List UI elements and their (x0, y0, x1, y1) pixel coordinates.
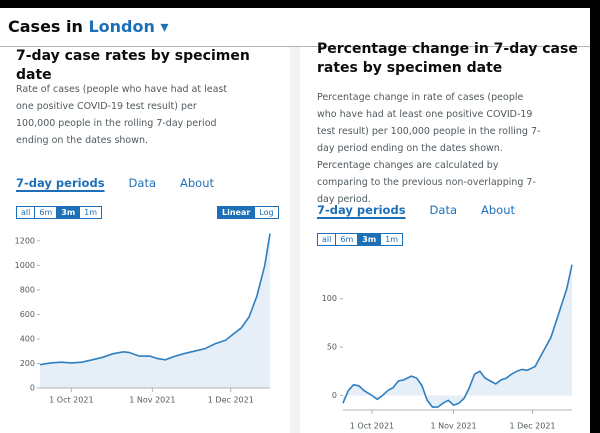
tab[interactable]: 7-day periods (317, 203, 406, 217)
y-tick-label: 0 (332, 391, 337, 400)
range-button[interactable]: 1m (79, 206, 103, 219)
card-description: Rate of cases (people who have had at le… (16, 84, 228, 146)
tabs: 7-day periods Data About (16, 176, 214, 190)
line (342, 264, 573, 408)
y-tick-label: 1000 (15, 261, 35, 270)
x-tick-label: 1 Oct 2021 (49, 396, 93, 405)
range-button[interactable]: 1m (380, 233, 404, 246)
tab[interactable]: 7-day periods (16, 176, 105, 190)
range-button[interactable]: 3m (357, 233, 382, 246)
y-tick-label: 1200 (15, 236, 35, 245)
x-tick-label: 1 Dec 2021 (510, 422, 556, 431)
location-selector[interactable]: London ▾ (88, 17, 169, 36)
tab[interactable]: Data (128, 176, 157, 190)
title-text: Cases in (8, 17, 83, 36)
area (343, 264, 572, 408)
range-button[interactable]: all (317, 233, 337, 246)
top-bar (0, 0, 600, 8)
header: Cases in London ▾ (0, 8, 590, 47)
y-tick-label: 50 (327, 343, 337, 352)
scale-button[interactable]: Log (254, 206, 279, 219)
tab[interactable]: Data (429, 203, 458, 217)
y-tick-label: 200 (20, 359, 35, 368)
x-tick-label: 1 Dec 2021 (208, 396, 254, 405)
card-description: Percentage change in rate of cases (peop… (317, 92, 541, 205)
x-tick-label: 1 Nov 2021 (430, 422, 476, 431)
tab[interactable]: About (180, 176, 215, 190)
card-title: Percentage change in 7-day case rates by… (317, 41, 578, 76)
y-tick-label: 0 (30, 384, 35, 393)
line (39, 233, 271, 366)
range-buttons: all 6m 3m 1m (16, 206, 103, 219)
card-title: 7-day case rates by specimen date (16, 48, 250, 83)
side-bar (590, 8, 600, 433)
range-buttons: all 6m 3m 1m (317, 233, 404, 246)
tabs: 7-day periods Data About (317, 203, 515, 217)
y-tick-label: 800 (20, 285, 35, 294)
header-title: Cases in London ▾ (8, 17, 169, 36)
y-tick-label: 400 (20, 334, 35, 343)
x-tick-label: 1 Nov 2021 (129, 396, 175, 405)
location-text[interactable]: London (88, 17, 155, 36)
area (40, 233, 270, 388)
tab[interactable]: About (481, 203, 516, 217)
x-tick-label: 1 Oct 2021 (350, 422, 394, 431)
y-tick-label: 600 (20, 310, 35, 319)
range-button[interactable]: all (16, 206, 36, 219)
y-tick-label: 100 (322, 294, 337, 303)
scale-buttons: Linear Log (217, 206, 279, 219)
